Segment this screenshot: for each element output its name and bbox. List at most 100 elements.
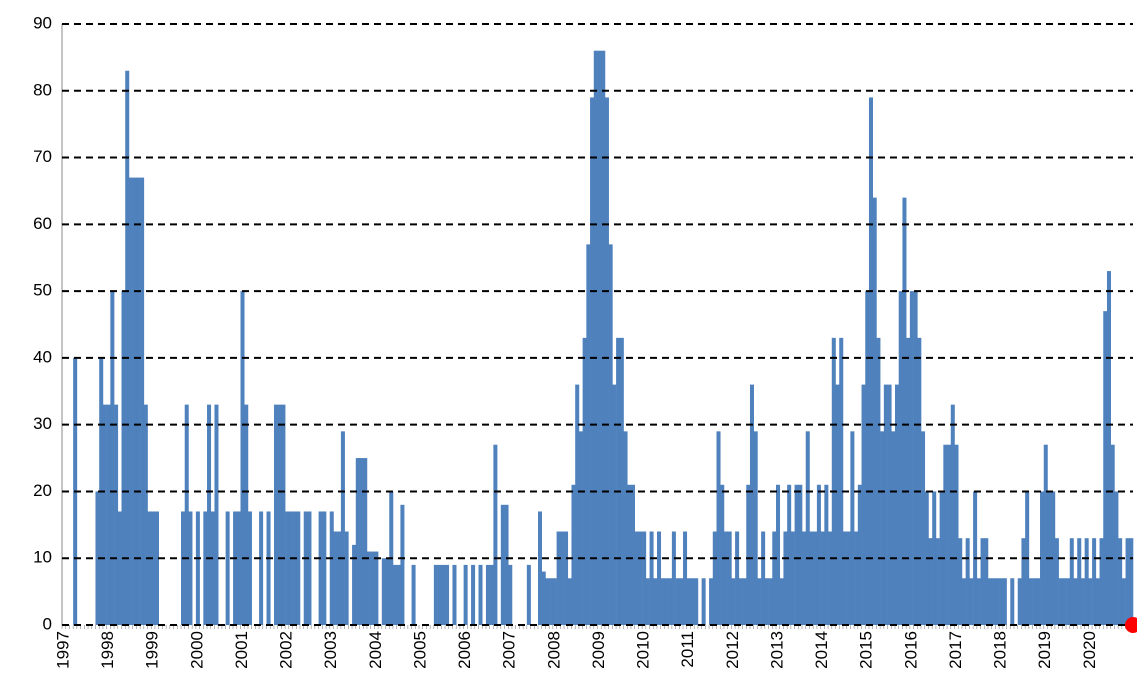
bar [114, 404, 119, 625]
bar [1114, 491, 1119, 625]
bar [240, 291, 245, 625]
bar [329, 511, 334, 625]
bar [984, 538, 989, 625]
bar [128, 177, 133, 626]
bar [961, 578, 966, 625]
bar [675, 578, 680, 625]
bar [1032, 578, 1037, 625]
bar [445, 564, 450, 625]
bar [154, 511, 159, 625]
bar [1054, 538, 1059, 625]
bar [296, 511, 301, 625]
bar [567, 578, 572, 625]
x-tick-label: 2014 [812, 631, 831, 669]
bar [593, 50, 598, 625]
bar [500, 504, 505, 625]
bar [738, 578, 743, 625]
bar [203, 511, 208, 625]
bar [285, 511, 290, 625]
bar [366, 551, 371, 625]
bar [478, 564, 483, 625]
bar [735, 531, 740, 625]
bar [880, 431, 885, 625]
bar [1010, 578, 1015, 625]
y-tick-label: 0 [43, 614, 52, 633]
bar [723, 531, 728, 625]
bar [1125, 538, 1130, 625]
bar [236, 511, 241, 625]
bar [526, 564, 531, 625]
bar [1062, 578, 1067, 625]
end-marker [1125, 617, 1137, 633]
bar [828, 531, 833, 625]
bar [556, 531, 561, 625]
bar [802, 531, 807, 625]
x-tick-label: 2017 [946, 631, 965, 669]
bar [266, 511, 271, 625]
x-tick-label: 2011 [678, 631, 697, 668]
bar [1099, 538, 1104, 625]
bar [898, 291, 903, 625]
bar [106, 404, 111, 625]
bar [842, 531, 847, 625]
y-tick-label: 30 [33, 414, 52, 433]
bar [991, 578, 996, 625]
bar [909, 291, 914, 625]
bar [854, 531, 859, 625]
bar [980, 538, 985, 625]
bar [749, 384, 754, 625]
bar [1040, 491, 1045, 625]
bar [337, 531, 342, 625]
bar [891, 431, 896, 625]
bar [1028, 578, 1033, 625]
bar [776, 484, 781, 625]
bar [136, 177, 141, 626]
x-tick-label: 1997 [53, 631, 72, 669]
bar [686, 578, 691, 625]
bar [117, 511, 122, 625]
bar [664, 578, 669, 625]
y-tick-label: 20 [33, 481, 52, 500]
bar [798, 484, 803, 625]
x-tick-label: 2010 [634, 631, 653, 669]
bar [642, 531, 647, 625]
y-tick-label: 50 [33, 281, 52, 300]
bar [538, 511, 543, 625]
bar [950, 404, 955, 625]
bar [370, 551, 375, 625]
bar [1036, 578, 1041, 625]
bar [452, 564, 457, 625]
bar [995, 578, 1000, 625]
bar [1118, 538, 1123, 625]
x-tick-label: 1998 [98, 631, 117, 669]
bar [359, 458, 364, 625]
bar [887, 384, 892, 625]
bar [932, 491, 937, 625]
bar [545, 578, 550, 625]
bar [683, 531, 688, 625]
bar [649, 531, 654, 625]
bar [181, 511, 186, 625]
bar [333, 531, 338, 625]
bar [895, 384, 900, 625]
x-tick-label: 2004 [366, 631, 385, 669]
bar [772, 531, 777, 625]
bar [437, 564, 442, 625]
bar [761, 531, 766, 625]
bar [779, 578, 784, 625]
bar [374, 551, 379, 625]
bar [727, 531, 732, 625]
bar [921, 431, 926, 625]
bar [947, 444, 952, 625]
bar [753, 431, 758, 625]
bar [541, 571, 546, 625]
bar [902, 197, 907, 625]
bar [906, 337, 911, 625]
bar [121, 291, 126, 625]
x-tick-label: 2005 [410, 631, 429, 669]
bar [340, 431, 345, 625]
y-tick-label: 90 [33, 13, 52, 32]
y-tick-label: 70 [33, 147, 52, 166]
bar [597, 50, 602, 625]
bar [504, 504, 509, 625]
